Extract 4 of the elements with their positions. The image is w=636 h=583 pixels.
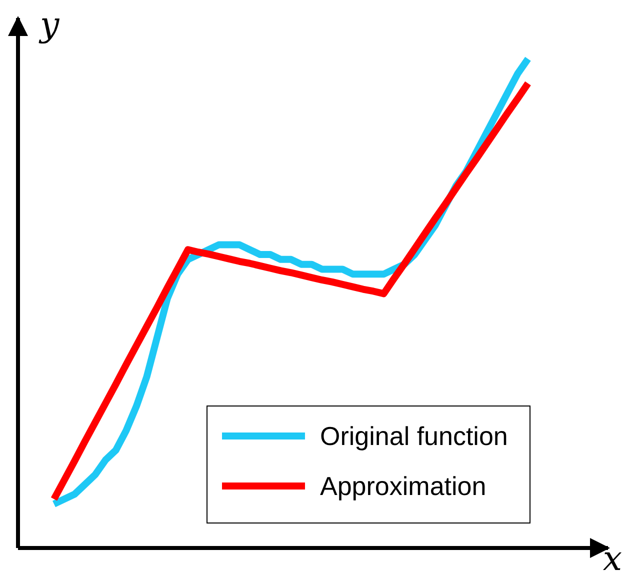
y-axis-title: y xyxy=(38,5,60,45)
x-axis-title: x xyxy=(602,539,622,579)
legend-label: Approximation xyxy=(320,471,486,501)
legend-label: Original function xyxy=(320,421,508,451)
